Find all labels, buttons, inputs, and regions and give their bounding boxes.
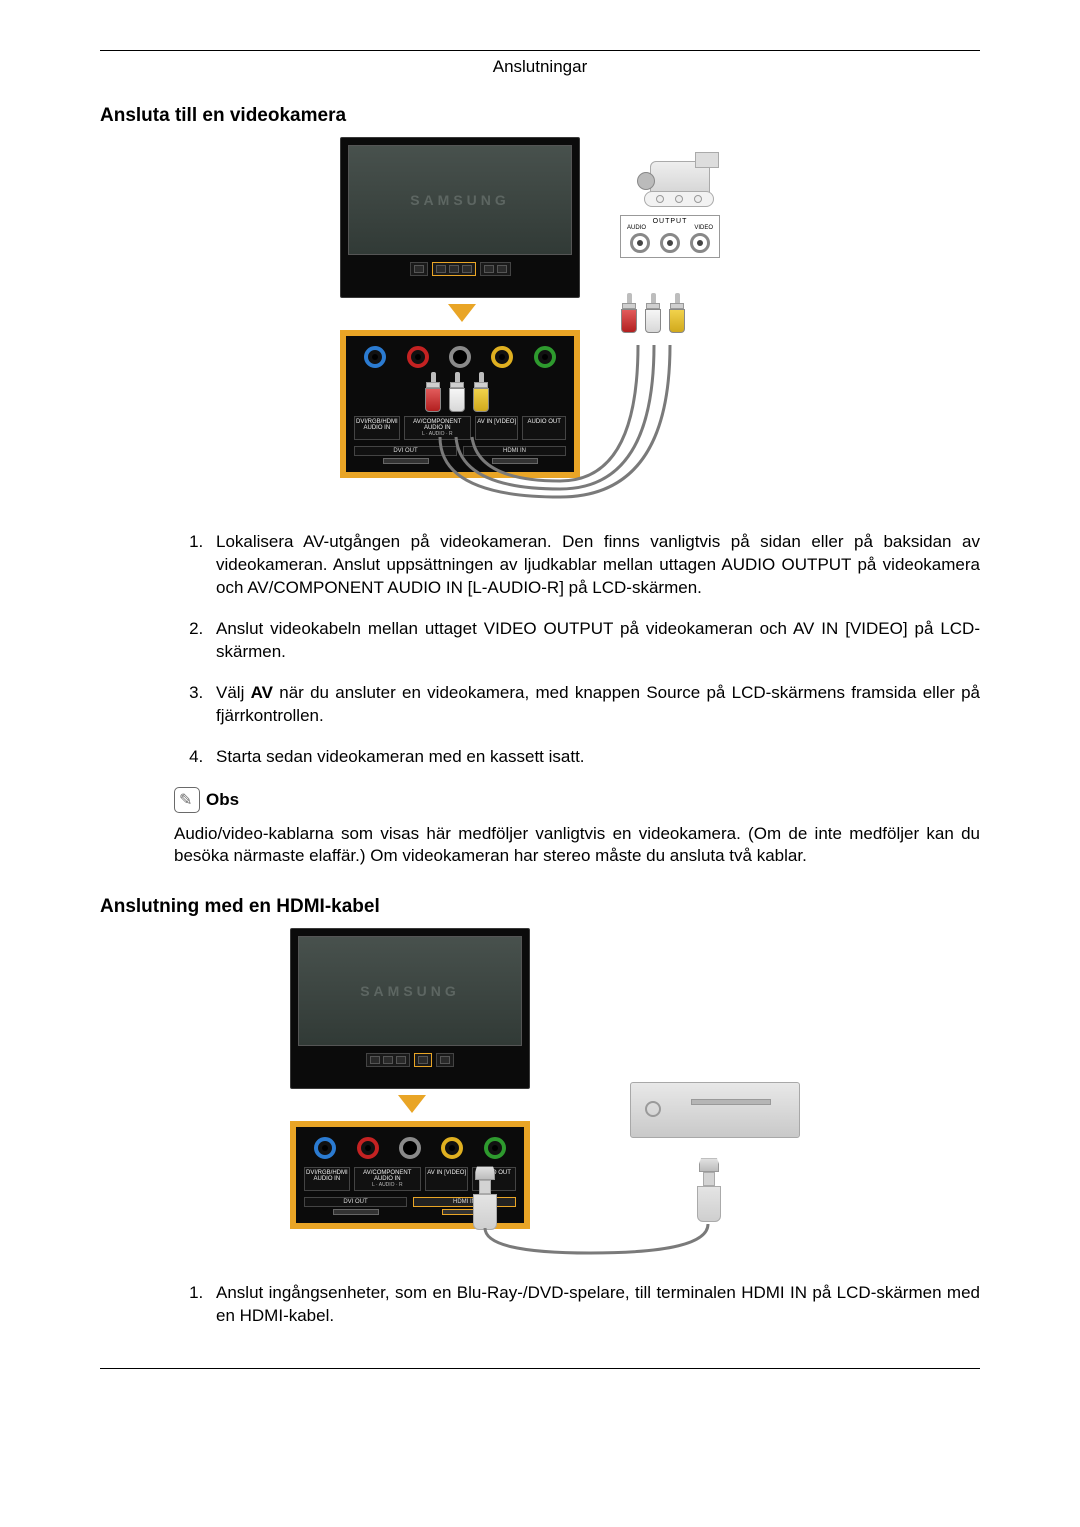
cable-plug-yellow bbox=[472, 372, 490, 412]
camcorder-illustration: OUTPUT AUDIO VIDEO bbox=[620, 161, 730, 258]
note-text: Audio/video-kablarna som visas här medfö… bbox=[174, 823, 980, 869]
section2-steps: Anslut ingångsenheter, som en Blu-Ray-/D… bbox=[100, 1282, 980, 1328]
section-title-hdmi: Anslutning med en HDMI-kabel bbox=[100, 896, 980, 918]
list-item: Anslut videokabeln mellan uttaget VIDEO … bbox=[208, 618, 980, 664]
list-item: Lokalisera AV-utgången på videokameran. … bbox=[208, 531, 980, 600]
tv-back-illustration-2: SAMSUNG bbox=[290, 928, 530, 1089]
port-label-av-video-2: AV IN [VIDEO] bbox=[425, 1167, 469, 1191]
arrow-down-icon bbox=[448, 304, 476, 322]
tv-brand-2: SAMSUNG bbox=[360, 983, 460, 999]
port-label-hdmi-in: HDMI IN bbox=[463, 446, 566, 456]
bottom-rule bbox=[100, 1368, 980, 1369]
top-rule bbox=[100, 50, 980, 51]
section1-steps: Lokalisera AV-utgången på videokameran. … bbox=[100, 531, 980, 769]
dvd-player-illustration bbox=[630, 1082, 800, 1138]
tv-back-illustration: SAMSUNG bbox=[340, 137, 580, 298]
port-label-hdmi-in-2: HDMI IN bbox=[413, 1197, 516, 1207]
list-item: Anslut ingångsenheter, som en Blu-Ray-/D… bbox=[208, 1282, 980, 1328]
section-title-videokamera: Ansluta till en videokamera bbox=[100, 105, 980, 127]
camcorder-audio-label: AUDIO bbox=[627, 225, 646, 231]
note-label: Obs bbox=[206, 790, 239, 810]
list-item: Starta sedan videokameran med en kassett… bbox=[208, 746, 980, 769]
tv-brand: SAMSUNG bbox=[410, 192, 510, 208]
camcorder-video-label: VIDEO bbox=[694, 225, 713, 231]
rca-jack-blue bbox=[364, 346, 386, 368]
hdmi-plug-tv-side bbox=[470, 1166, 500, 1230]
port-label-audio-out: AUDIO OUT bbox=[522, 416, 566, 440]
port-label-dvi-out: DVI OUT bbox=[354, 446, 457, 456]
camcorder-output-label: OUTPUT bbox=[625, 218, 715, 225]
hdmi-plug-player-side bbox=[694, 1158, 724, 1222]
port-label-dvi-rgb-2: DVI/RGB/HDMI AUDIO IN bbox=[304, 1167, 350, 1191]
port-panel-zoom: DVI/RGB/HDMI AUDIO IN AV/COMPONENT AUDIO… bbox=[340, 330, 580, 478]
note-heading: Obs bbox=[174, 787, 980, 813]
list-item: Välj AV när du ansluter en videokamera, … bbox=[208, 682, 980, 728]
source-cable-plugs bbox=[620, 293, 686, 333]
rca-jack-green bbox=[534, 346, 556, 368]
figure-hdmi-connection: SAMSUNG DVI/RGB/HDMI AUDIO IN AV/COMPONE… bbox=[100, 928, 980, 1258]
page-header-label: Anslutningar bbox=[100, 57, 980, 77]
cable-plug-white bbox=[448, 372, 466, 412]
port-label-dvi-out-2: DVI OUT bbox=[304, 1197, 407, 1207]
port-label-dvi-rgb: DVI/RGB/HDMI AUDIO IN bbox=[354, 416, 400, 440]
port-label-av-comp-2: AV/COMPONENT AUDIO IN L · AUDIO · R bbox=[354, 1167, 421, 1191]
note-icon bbox=[174, 787, 200, 813]
rca-jack-center bbox=[449, 346, 471, 368]
arrow-down-icon-2 bbox=[398, 1095, 426, 1113]
cable-plug-red bbox=[424, 372, 442, 412]
port-label-av-video: AV IN [VIDEO] bbox=[475, 416, 519, 440]
port-label-av-comp: AV/COMPONENT AUDIO IN L · AUDIO · R bbox=[404, 416, 471, 440]
rca-jack-yellow bbox=[491, 346, 513, 368]
rca-jack-red bbox=[407, 346, 429, 368]
figure-camcorder-connection: SAMSUNG bbox=[100, 137, 980, 507]
